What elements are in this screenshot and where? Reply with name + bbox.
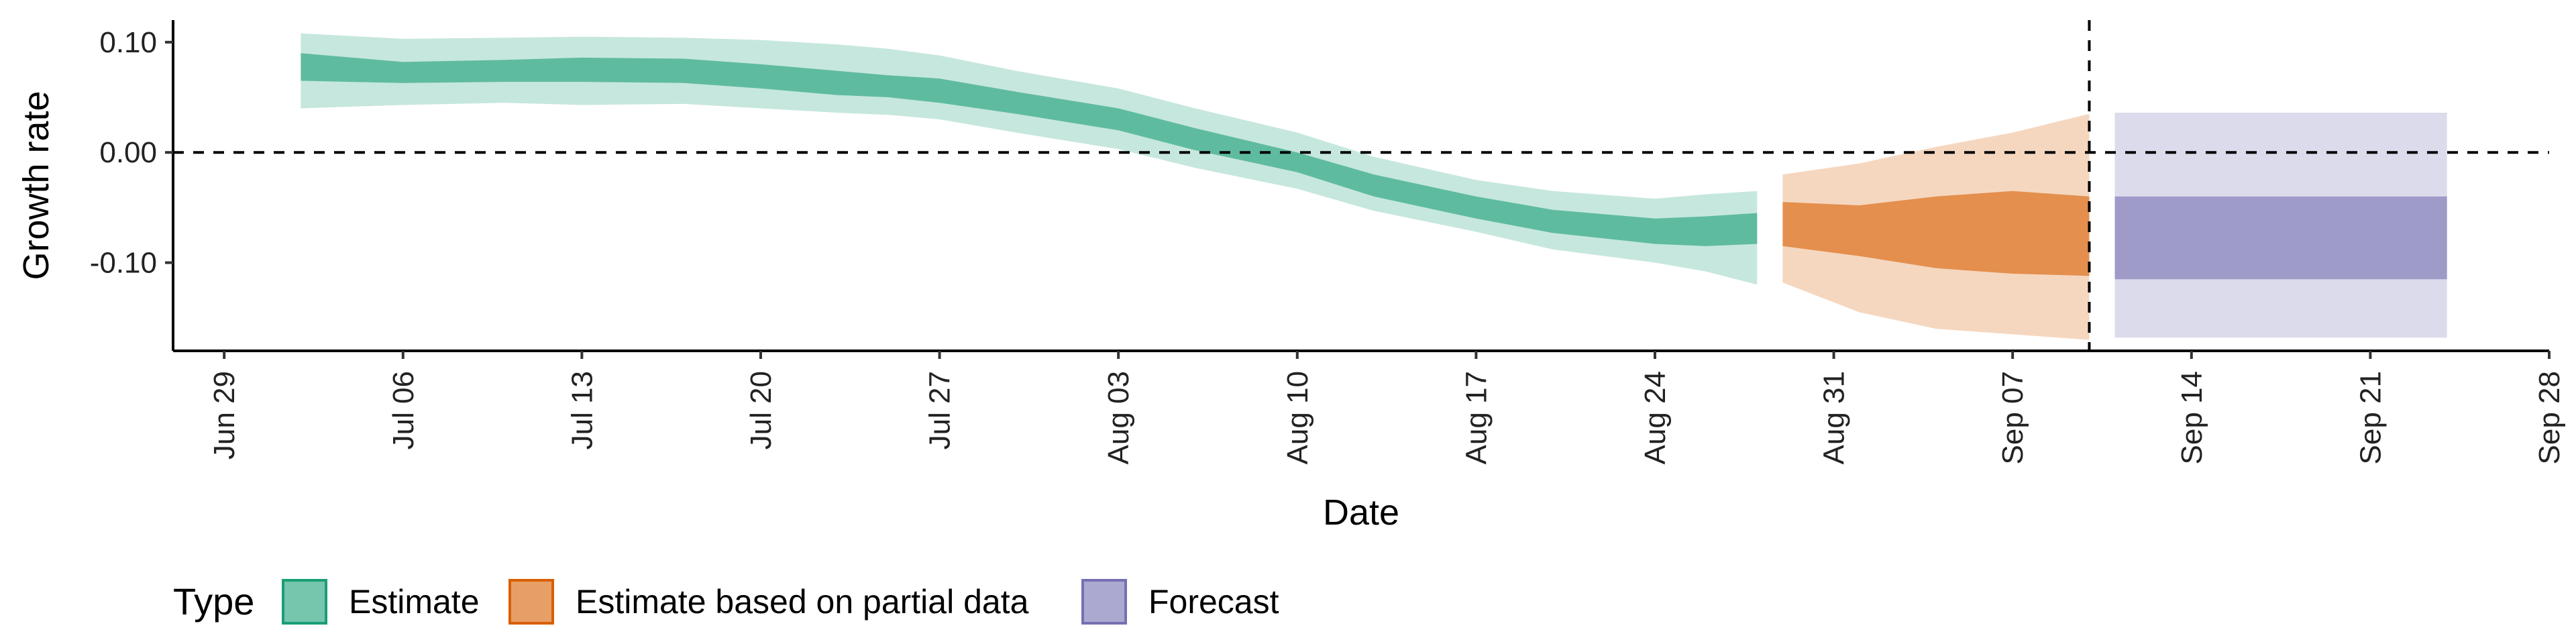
legend-key-estimate: [282, 579, 327, 625]
x-tick-label: Aug 10: [1281, 371, 1314, 464]
x-tick-label: Sep 07: [1996, 371, 2029, 464]
axes: 0.10 0.00 -0.10 Jun 29 Jul 06 Jul 13 Jul 20 Jul…: [90, 20, 2566, 464]
x-tick-label: Jul 13: [566, 371, 598, 449]
x-tick-label: Jul 20: [745, 371, 777, 449]
x-tick-label: Sep 28: [2533, 371, 2566, 464]
legend-key-forecast: [1081, 579, 1127, 625]
legend-label-forecast: Forecast: [1148, 583, 1279, 621]
x-tick-label: Jun 29: [208, 371, 241, 460]
legend-title: Type: [173, 580, 254, 623]
x-axis-title: Date: [1323, 492, 1399, 533]
ribbon-layer: [301, 33, 2447, 340]
x-tick-label: Aug 03: [1102, 371, 1135, 464]
legend-label-estimate-based-on-partial-data: Estimate based on partial data: [576, 583, 1029, 621]
y-tick-label: 0.00: [99, 136, 157, 169]
x-tick-label: Aug 24: [1639, 371, 1672, 464]
legend-key-estimate-based-on-partial-data: [508, 579, 554, 625]
y-tick-label: -0.10: [90, 247, 157, 280]
x-tick-label: Jul 06: [387, 371, 420, 449]
legend: Type Estimate Estimate based on partial da…: [173, 579, 1279, 625]
y-tick-label: 0.10: [99, 26, 157, 59]
legend-label-estimate: Estimate: [349, 583, 480, 621]
y-axis-title: Growth rate: [16, 91, 56, 280]
x-tick-label: Aug 31: [1818, 371, 1851, 464]
x-tick-label: Aug 17: [1460, 371, 1493, 464]
band-50-estimate: [301, 53, 1758, 246]
x-tick-label: Sep 21: [2354, 371, 2387, 464]
x-tick-label: Jul 27: [924, 371, 957, 449]
reference-lines: [173, 20, 2549, 351]
band-50-forecast: [2114, 196, 2447, 280]
x-tick-label: Sep 14: [2176, 371, 2208, 464]
band-90-estimate: [301, 33, 1758, 285]
band-50-estimate-based-on-partial-data: [1782, 191, 2090, 276]
